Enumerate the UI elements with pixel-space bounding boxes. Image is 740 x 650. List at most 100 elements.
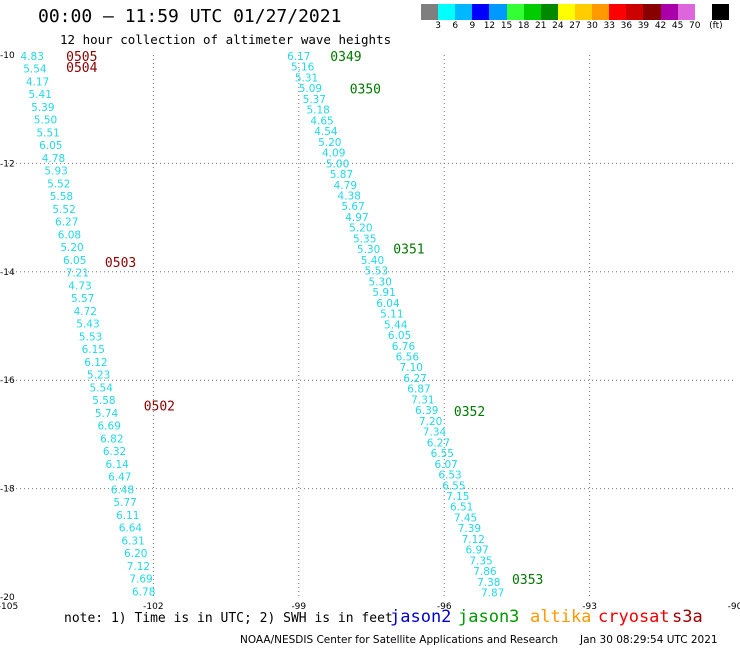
- colorbar-swatch: [523, 4, 541, 20]
- swh-value: 5.53: [365, 266, 388, 278]
- swh-value: 5.23: [87, 370, 110, 382]
- colorbar-swatch: [711, 4, 729, 20]
- x-tick-label: -90: [728, 602, 740, 612]
- colorbar-swatch: [455, 4, 473, 20]
- swh-value: 5.53: [79, 331, 102, 343]
- swh-value: 6.11: [116, 510, 139, 522]
- colorbar-label: 18: [517, 21, 530, 31]
- colorbar-swatch: [677, 4, 695, 20]
- colorbar-label: (ft): [709, 21, 723, 31]
- swh-value: 6.87: [407, 384, 430, 396]
- credit-text: NOAA/NESDIS Center for Satellite Applica…: [240, 634, 558, 646]
- swh-value: 5.67: [341, 201, 364, 213]
- colorbar-label: 30: [586, 21, 598, 31]
- colorbar-swatch: [660, 4, 678, 20]
- swh-value: 4.38: [338, 191, 361, 203]
- y-tick-label: -18: [0, 485, 15, 495]
- colorbar-swatch: [421, 4, 439, 20]
- swh-value: 5.57: [71, 293, 94, 305]
- swh-value: 6.39: [415, 405, 438, 417]
- colorbar-labels: 3 6 9 12 15 18 21 24 27 30 33 36 39 42 45 70 (ft): [421, 21, 739, 33]
- swh-value: 5.09: [299, 83, 322, 95]
- colorbar-label: 9: [469, 21, 476, 31]
- y-tick-label: -16: [0, 376, 15, 386]
- swh-value: 6.55: [442, 480, 465, 492]
- swh-value: 7.87: [481, 588, 504, 600]
- swh-value: 4.73: [68, 280, 91, 292]
- satellite-legend-cryosat: cryosat: [598, 607, 670, 627]
- colorbar-label: 39: [637, 21, 650, 31]
- swh-value: 4.65: [310, 115, 333, 127]
- swh-value: 4.83: [21, 51, 44, 63]
- x-tick-label: -105: [0, 602, 18, 612]
- satellite-legend-jason3: jason3: [458, 607, 520, 627]
- x-tick-label: -102: [143, 602, 163, 612]
- colorbar-label: 45: [671, 21, 684, 31]
- swh-value: 7.45: [454, 512, 477, 524]
- colorbar-label: 6: [452, 21, 459, 31]
- swh-value: 5.00: [326, 158, 349, 170]
- swh-value: 5.31: [295, 72, 318, 84]
- swh-value: 5.30: [357, 244, 380, 256]
- colorbar-swatch: [489, 4, 507, 20]
- swh-value: 7.34: [423, 427, 447, 439]
- swh-value: 5.20: [318, 137, 341, 149]
- swh-value: 7.10: [400, 362, 423, 374]
- swh-value: 5.20: [60, 242, 83, 254]
- colorbar-swatch: [609, 4, 627, 20]
- colorbar-swatch: [438, 4, 456, 20]
- swh-value: 5.93: [44, 166, 67, 178]
- colorbar-label: 42: [654, 21, 667, 31]
- swh-value: 5.35: [353, 233, 376, 245]
- colorbar-swatch: [592, 4, 610, 20]
- colorbar-label: 70: [689, 21, 701, 31]
- swh-value: 7.69: [129, 574, 152, 586]
- x-tick-label: -99: [291, 602, 306, 612]
- colorbar-label: 27: [569, 21, 581, 31]
- colorbar-swatch: [540, 4, 558, 20]
- swh-value: 5.52: [52, 204, 75, 216]
- swh-value: 6.27: [55, 217, 78, 229]
- swh-value: 5.52: [47, 178, 70, 190]
- swh-value: 6.78: [132, 586, 155, 598]
- swh-value: 6.51: [450, 502, 473, 514]
- swh-value: 5.58: [50, 191, 73, 203]
- colorbar-swatch: [557, 4, 575, 20]
- colorbar-label: 36: [620, 21, 633, 31]
- swh-value: 5.50: [34, 115, 57, 127]
- chart-title: 00:00 – 11:59 UTC 01/27/2021: [38, 6, 342, 27]
- swh-value: 6.14: [105, 459, 129, 471]
- swh-value: 7.12: [127, 561, 150, 573]
- y-tick-label: -14: [0, 268, 15, 278]
- colorbar-label: 12: [483, 21, 496, 31]
- swh-value: 5.58: [92, 395, 115, 407]
- swh-value: 5.41: [29, 89, 52, 101]
- time-label: 0502: [144, 400, 175, 415]
- swh-value: 5.77: [113, 497, 136, 509]
- swh-value: 4.09: [322, 148, 345, 160]
- swh-value: 6.76: [392, 341, 416, 353]
- swh-value: 6.15: [82, 344, 105, 356]
- swh-value: 7.31: [411, 394, 434, 406]
- time-label: 0353: [512, 573, 543, 588]
- timestamp-text: Jan 30 08:29:54 UTC 2021: [580, 634, 718, 646]
- colorbar-label: 15: [500, 21, 513, 31]
- swh-value: 5.30: [369, 276, 392, 288]
- swh-value: 6.04: [376, 298, 400, 310]
- time-label: 0504: [66, 61, 97, 76]
- swh-value: 7.12: [462, 534, 485, 546]
- swh-value: 4.79: [334, 180, 357, 192]
- colorbar-swatch: [694, 4, 712, 20]
- swh-value: 7.35: [469, 555, 492, 567]
- swh-value: 5.16: [291, 62, 315, 74]
- satellite-legend-s3a: s3a: [672, 607, 703, 627]
- colorbar-label: 33: [603, 21, 615, 31]
- data-points: 4.835.544.175.415.395.505.516.054.785.93…: [21, 51, 505, 600]
- time-label: 0505: [66, 50, 97, 65]
- swh-value: 7.21: [66, 268, 89, 280]
- colorbar-label: 21: [535, 21, 547, 31]
- swh-value: 6.48: [111, 484, 134, 496]
- swh-value: 5.20: [349, 223, 372, 235]
- swh-value: 4.17: [26, 76, 49, 88]
- time-label: 0349: [330, 50, 361, 65]
